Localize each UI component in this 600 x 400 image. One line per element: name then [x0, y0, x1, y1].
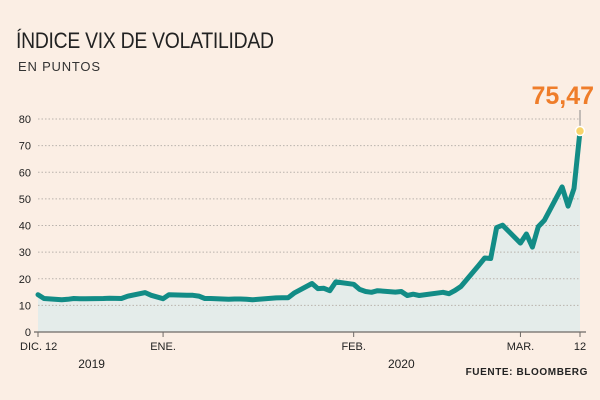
x-tick-label: ENE.	[150, 341, 176, 353]
series-area-fill	[38, 131, 580, 332]
chart-title: ÍNDICE VIX DE VOLATILIDAD	[16, 28, 274, 53]
x-tick-label: 12	[574, 341, 586, 353]
x-tick-label: DIC. 12	[20, 341, 57, 353]
last-value-marker	[574, 125, 586, 137]
source-note: FUENTE: BLOOMBERG	[465, 367, 588, 378]
vix-series-line	[35, 128, 583, 303]
chart-subtitle: EN PUNTOS	[18, 59, 101, 74]
y-tick-label-70: 70	[19, 141, 31, 153]
year-label-2019: 2019	[78, 357, 105, 371]
y-tick-label-50: 50	[19, 194, 31, 206]
year-label-2020: 2020	[388, 357, 415, 371]
y-tick-label-40: 40	[19, 221, 31, 233]
y-tick-label-20: 20	[19, 274, 31, 286]
y-tick-label-60: 60	[19, 167, 31, 179]
y-tick-label-80: 80	[19, 114, 31, 126]
y-tick-label-0: 0	[25, 327, 31, 339]
y-tick-label-10: 10	[19, 300, 31, 312]
y-tick-label-30: 30	[19, 247, 31, 259]
x-tick-label: FEB.	[341, 341, 365, 353]
last-value-callout: 75,47	[531, 82, 594, 110]
x-tick-label: MAR.	[507, 341, 535, 353]
